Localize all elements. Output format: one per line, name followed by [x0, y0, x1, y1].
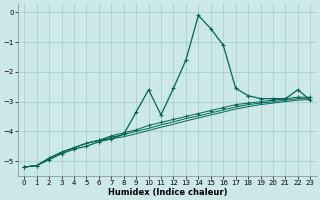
X-axis label: Humidex (Indice chaleur): Humidex (Indice chaleur): [108, 188, 227, 197]
